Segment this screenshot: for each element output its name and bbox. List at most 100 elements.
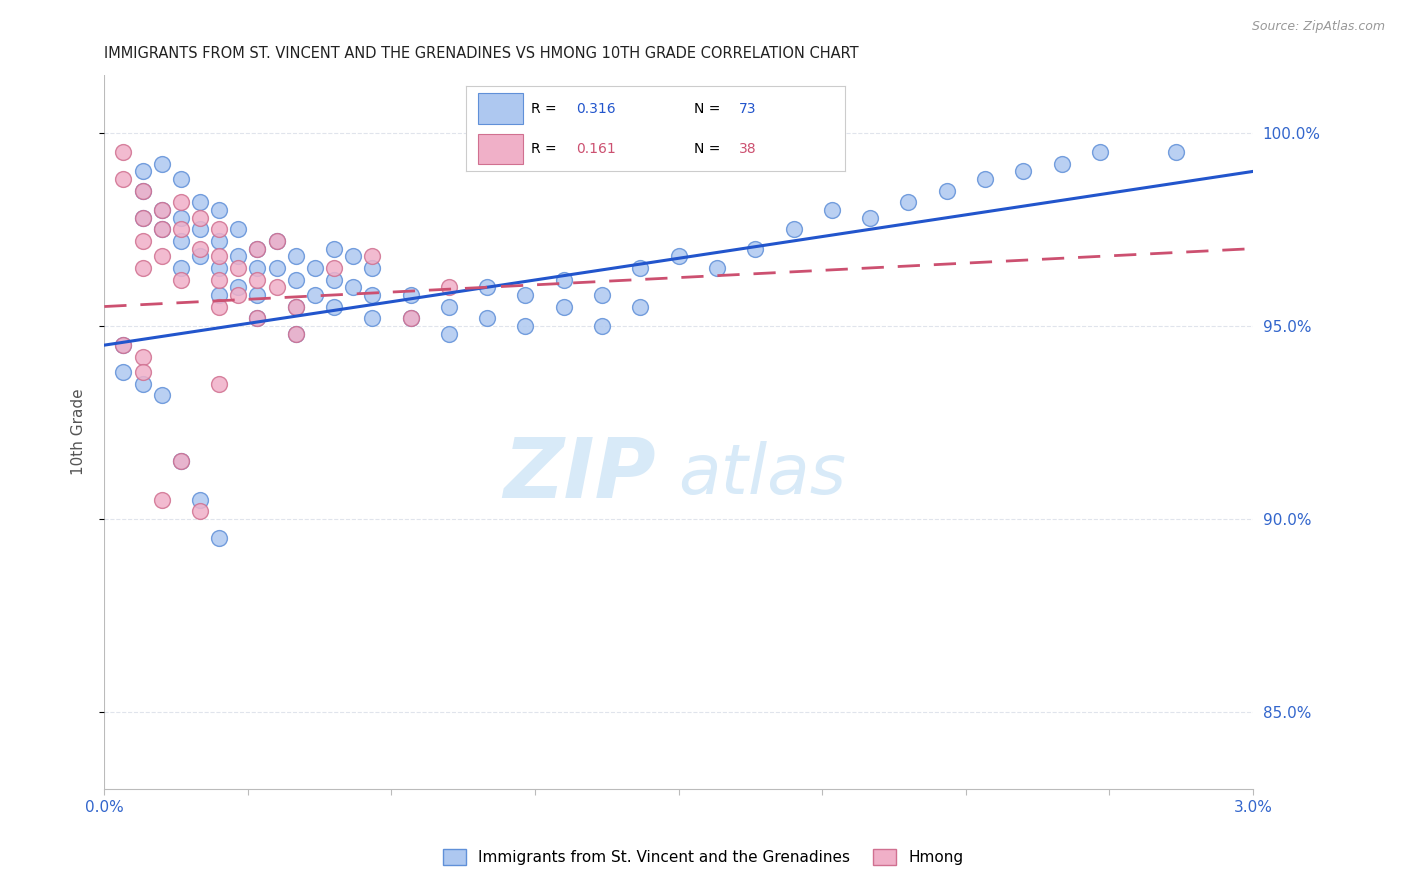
Point bbox=[131, 211, 153, 225]
Point bbox=[266, 280, 288, 294]
Point bbox=[284, 300, 307, 314]
Point bbox=[304, 288, 326, 302]
Point bbox=[131, 260, 153, 275]
Point bbox=[706, 260, 728, 275]
Point bbox=[246, 311, 269, 326]
Point bbox=[131, 350, 153, 364]
Point bbox=[821, 202, 844, 217]
Point bbox=[342, 280, 364, 294]
Point bbox=[974, 172, 997, 186]
Point bbox=[744, 242, 766, 256]
Point bbox=[477, 311, 499, 326]
Point bbox=[150, 202, 173, 217]
Point bbox=[361, 260, 384, 275]
Point bbox=[1050, 157, 1073, 171]
Point bbox=[112, 172, 135, 186]
Point bbox=[170, 211, 193, 225]
Point bbox=[246, 242, 269, 256]
Point bbox=[361, 311, 384, 326]
Point bbox=[150, 222, 173, 236]
Point bbox=[112, 365, 135, 379]
Point bbox=[188, 211, 211, 225]
Point bbox=[131, 211, 153, 225]
Point bbox=[246, 242, 269, 256]
Point bbox=[208, 260, 231, 275]
Text: Source: ZipAtlas.com: Source: ZipAtlas.com bbox=[1251, 20, 1385, 33]
Point bbox=[361, 249, 384, 263]
Point bbox=[246, 260, 269, 275]
Text: ZIP: ZIP bbox=[503, 434, 655, 516]
Point bbox=[323, 272, 346, 286]
Point bbox=[226, 222, 249, 236]
Point bbox=[131, 376, 153, 391]
Point bbox=[131, 184, 153, 198]
Point bbox=[859, 211, 882, 225]
Point bbox=[131, 365, 153, 379]
Point bbox=[150, 157, 173, 171]
Legend: Immigrants from St. Vincent and the Grenadines, Hmong: Immigrants from St. Vincent and the Gren… bbox=[437, 843, 969, 871]
Point bbox=[112, 338, 135, 352]
Point bbox=[266, 234, 288, 248]
Point bbox=[131, 184, 153, 198]
Point bbox=[170, 172, 193, 186]
Point bbox=[150, 492, 173, 507]
Point bbox=[188, 249, 211, 263]
Text: atlas: atlas bbox=[679, 442, 846, 508]
Point bbox=[208, 272, 231, 286]
Point bbox=[112, 338, 135, 352]
Point bbox=[208, 249, 231, 263]
Point bbox=[170, 454, 193, 468]
Point bbox=[208, 288, 231, 302]
Point bbox=[553, 300, 575, 314]
Point bbox=[897, 195, 920, 210]
Point bbox=[477, 280, 499, 294]
Point bbox=[150, 222, 173, 236]
Point bbox=[188, 222, 211, 236]
Point bbox=[628, 300, 651, 314]
Point bbox=[1166, 145, 1188, 160]
Point bbox=[208, 531, 231, 545]
Point bbox=[112, 145, 135, 160]
Point bbox=[170, 234, 193, 248]
Point bbox=[284, 249, 307, 263]
Point bbox=[628, 260, 651, 275]
Point bbox=[437, 300, 460, 314]
Point bbox=[284, 326, 307, 341]
Point bbox=[246, 311, 269, 326]
Text: IMMIGRANTS FROM ST. VINCENT AND THE GRENADINES VS HMONG 10TH GRADE CORRELATION C: IMMIGRANTS FROM ST. VINCENT AND THE GREN… bbox=[104, 46, 859, 62]
Point bbox=[170, 272, 193, 286]
Point bbox=[284, 326, 307, 341]
Point bbox=[284, 272, 307, 286]
Y-axis label: 10th Grade: 10th Grade bbox=[72, 389, 86, 475]
Point bbox=[399, 288, 422, 302]
Point bbox=[782, 222, 804, 236]
Point bbox=[361, 288, 384, 302]
Point bbox=[1088, 145, 1111, 160]
Point bbox=[131, 164, 153, 178]
Point bbox=[591, 318, 613, 333]
Point bbox=[226, 260, 249, 275]
Point bbox=[266, 234, 288, 248]
Point bbox=[131, 234, 153, 248]
Point bbox=[170, 260, 193, 275]
Point bbox=[208, 202, 231, 217]
Point bbox=[304, 260, 326, 275]
Point bbox=[208, 376, 231, 391]
Point bbox=[437, 326, 460, 341]
Point bbox=[591, 288, 613, 302]
Point bbox=[399, 311, 422, 326]
Point bbox=[188, 195, 211, 210]
Point bbox=[515, 318, 537, 333]
Point bbox=[266, 260, 288, 275]
Point bbox=[342, 249, 364, 263]
Point bbox=[208, 234, 231, 248]
Point bbox=[284, 300, 307, 314]
Point bbox=[935, 184, 957, 198]
Point bbox=[323, 242, 346, 256]
Point bbox=[208, 222, 231, 236]
Point bbox=[208, 300, 231, 314]
Point bbox=[553, 272, 575, 286]
Point bbox=[170, 195, 193, 210]
Point bbox=[188, 492, 211, 507]
Point bbox=[1012, 164, 1035, 178]
